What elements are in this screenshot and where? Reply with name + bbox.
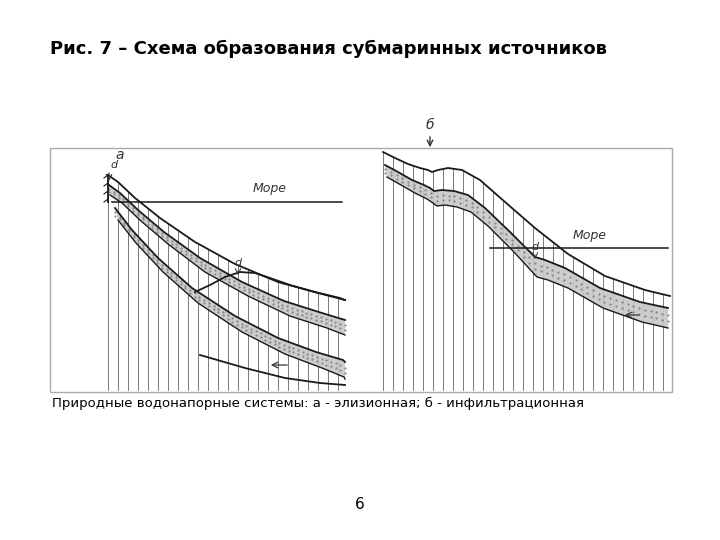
Text: d: d bbox=[235, 258, 242, 268]
Polygon shape bbox=[109, 185, 345, 335]
Text: Природные водонапорные системы: а - элизионная; б - инфильтрационная: Природные водонапорные системы: а - элиз… bbox=[52, 397, 584, 410]
Text: d: d bbox=[110, 160, 117, 170]
Text: а: а bbox=[116, 148, 125, 162]
Text: б: б bbox=[426, 118, 434, 132]
Polygon shape bbox=[385, 165, 668, 328]
Text: d: d bbox=[531, 242, 539, 252]
Text: Рис. 7 – Схема образования субмаринных источников: Рис. 7 – Схема образования субмаринных и… bbox=[50, 40, 607, 58]
Text: Море: Море bbox=[253, 182, 287, 195]
Polygon shape bbox=[115, 208, 345, 379]
Text: 6: 6 bbox=[355, 497, 365, 512]
Text: Море: Море bbox=[573, 229, 607, 242]
Bar bbox=[50, 148, 672, 392]
